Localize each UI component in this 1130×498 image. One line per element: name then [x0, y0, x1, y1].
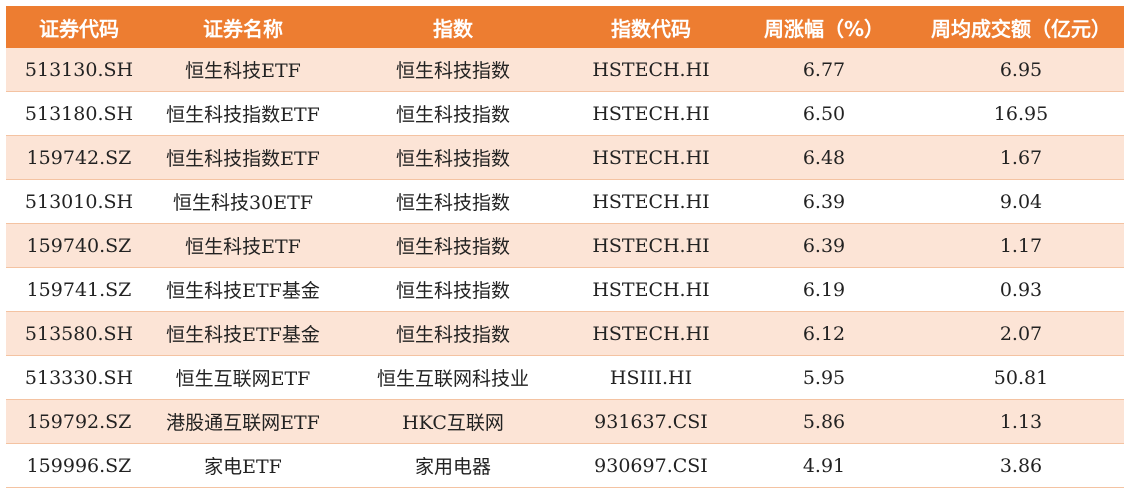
header-security-name: 证券名称 — [152, 6, 334, 48]
cell-index-code: HSTECH.HI — [572, 179, 730, 224]
cell-security-code: 159740.SZ — [6, 223, 152, 268]
cell-index: 恒生科技指数 — [334, 48, 572, 92]
cell-security-name: 港股通互联网ETF — [152, 399, 334, 444]
table-row: 513130.SH 恒生科技ETF 恒生科技指数 HSTECH.HI 6.77 … — [6, 48, 1124, 92]
cell-security-name: 家电ETF — [152, 443, 334, 488]
cell-security-code: 513130.SH — [6, 48, 152, 92]
cell-index: 恒生科技指数 — [334, 91, 572, 136]
cell-weekly-avg-turnover: 2.07 — [918, 311, 1124, 356]
table-row: 159742.SZ 恒生科技指数ETF 恒生科技指数 HSTECH.HI 6.4… — [6, 135, 1124, 180]
table-row: 513580.SH 恒生科技ETF基金 恒生科技指数 HSTECH.HI 6.1… — [6, 311, 1124, 356]
cell-security-name: 恒生互联网ETF — [152, 355, 334, 400]
table-row: 159792.SZ 港股通互联网ETF HKC互联网 931637.CSI 5.… — [6, 399, 1124, 444]
cell-index-code: 930697.CSI — [572, 443, 730, 488]
table-row: 513010.SH 恒生科技30ETF 恒生科技指数 HSTECH.HI 6.3… — [6, 179, 1124, 224]
header-security-code: 证券代码 — [6, 6, 152, 48]
cell-index: 恒生科技指数 — [334, 223, 572, 268]
cell-weekly-avg-turnover: 16.95 — [918, 91, 1124, 136]
header-row: 证券代码 证券名称 指数 指数代码 周涨幅（%） 周均成交额（亿元） — [6, 6, 1124, 48]
cell-weekly-change: 6.12 — [730, 311, 918, 356]
table-row: 513180.SH 恒生科技指数ETF 恒生科技指数 HSTECH.HI 6.5… — [6, 91, 1124, 136]
cell-weekly-avg-turnover: 6.95 — [918, 48, 1124, 92]
cell-security-name: 恒生科技30ETF — [152, 179, 334, 224]
cell-weekly-change: 4.91 — [730, 443, 918, 488]
cell-security-code: 159792.SZ — [6, 399, 152, 444]
cell-security-code: 513330.SH — [6, 355, 152, 400]
cell-index: 恒生科技指数 — [334, 179, 572, 224]
cell-index: 恒生科技指数 — [334, 135, 572, 180]
table-row: 159996.SZ 家电ETF 家用电器 930697.CSI 4.91 3.8… — [6, 443, 1124, 488]
cell-security-name: 恒生科技指数ETF — [152, 135, 334, 180]
cell-weekly-change: 6.39 — [730, 179, 918, 224]
cell-index-code: HSTECH.HI — [572, 91, 730, 136]
cell-index: 家用电器 — [334, 443, 572, 488]
cell-index: 恒生科技指数 — [334, 267, 572, 312]
cell-weekly-change: 6.48 — [730, 135, 918, 180]
cell-weekly-avg-turnover: 1.67 — [918, 135, 1124, 180]
cell-weekly-change: 6.50 — [730, 91, 918, 136]
cell-index: 恒生互联网科技业 — [334, 355, 572, 400]
cell-weekly-change: 6.19 — [730, 267, 918, 312]
cell-weekly-avg-turnover: 3.86 — [918, 443, 1124, 488]
cell-security-name: 恒生科技指数ETF — [152, 91, 334, 136]
table-row: 513330.SH 恒生互联网ETF 恒生互联网科技业 HSIII.HI 5.9… — [6, 355, 1124, 400]
header-weekly-change: 周涨幅（%） — [730, 6, 918, 48]
cell-index-code: HSTECH.HI — [572, 135, 730, 180]
cell-security-name: 恒生科技ETF基金 — [152, 267, 334, 312]
table-row: 159741.SZ 恒生科技ETF基金 恒生科技指数 HSTECH.HI 6.1… — [6, 267, 1124, 312]
cell-index-code: HSIII.HI — [572, 355, 730, 400]
cell-weekly-avg-turnover: 1.13 — [918, 399, 1124, 444]
cell-weekly-change: 5.86 — [730, 399, 918, 444]
cell-security-code: 513180.SH — [6, 91, 152, 136]
cell-security-code: 513580.SH — [6, 311, 152, 356]
cell-weekly-avg-turnover: 50.81 — [918, 355, 1124, 400]
cell-index-code: 931637.CSI — [572, 399, 730, 444]
table-row: 159740.SZ 恒生科技ETF 恒生科技指数 HSTECH.HI 6.39 … — [6, 223, 1124, 268]
cell-weekly-avg-turnover: 1.17 — [918, 223, 1124, 268]
cell-weekly-change: 6.39 — [730, 223, 918, 268]
cell-index-code: HSTECH.HI — [572, 311, 730, 356]
cell-weekly-change: 6.77 — [730, 48, 918, 92]
cell-security-name: 恒生科技ETF — [152, 223, 334, 268]
cell-index-code: HSTECH.HI — [572, 267, 730, 312]
cell-security-code: 513010.SH — [6, 179, 152, 224]
cell-security-name: 恒生科技ETF基金 — [152, 311, 334, 356]
header-weekly-avg-turnover: 周均成交额（亿元） — [918, 6, 1124, 48]
cell-weekly-avg-turnover: 9.04 — [918, 179, 1124, 224]
header-index: 指数 — [334, 6, 572, 48]
cell-security-name: 恒生科技ETF — [152, 48, 334, 92]
cell-security-code: 159741.SZ — [6, 267, 152, 312]
cell-index: HKC互联网 — [334, 399, 572, 444]
header-index-code: 指数代码 — [572, 6, 730, 48]
cell-index-code: HSTECH.HI — [572, 223, 730, 268]
cell-security-code: 159742.SZ — [6, 135, 152, 180]
cell-weekly-change: 5.95 — [730, 355, 918, 400]
cell-index: 恒生科技指数 — [334, 311, 572, 356]
cell-index-code: HSTECH.HI — [572, 48, 730, 92]
cell-weekly-avg-turnover: 0.93 — [918, 267, 1124, 312]
cell-security-code: 159996.SZ — [6, 443, 152, 488]
etf-weekly-table: 证券代码 证券名称 指数 指数代码 周涨幅（%） 周均成交额（亿元） 51313… — [6, 6, 1124, 488]
